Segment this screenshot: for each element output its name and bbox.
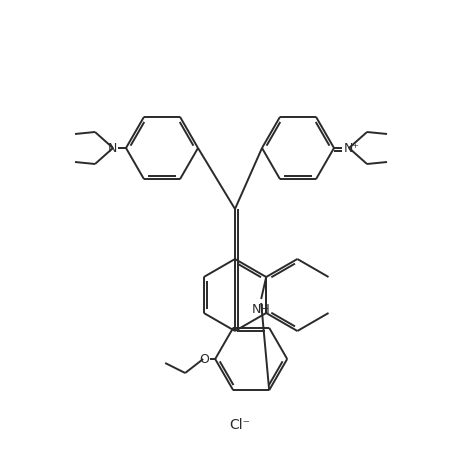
Text: NH: NH bbox=[252, 303, 271, 316]
Text: N: N bbox=[108, 142, 117, 154]
Text: O: O bbox=[199, 353, 209, 366]
Text: Cl⁻: Cl⁻ bbox=[229, 418, 251, 432]
Text: N⁺: N⁺ bbox=[344, 142, 360, 154]
